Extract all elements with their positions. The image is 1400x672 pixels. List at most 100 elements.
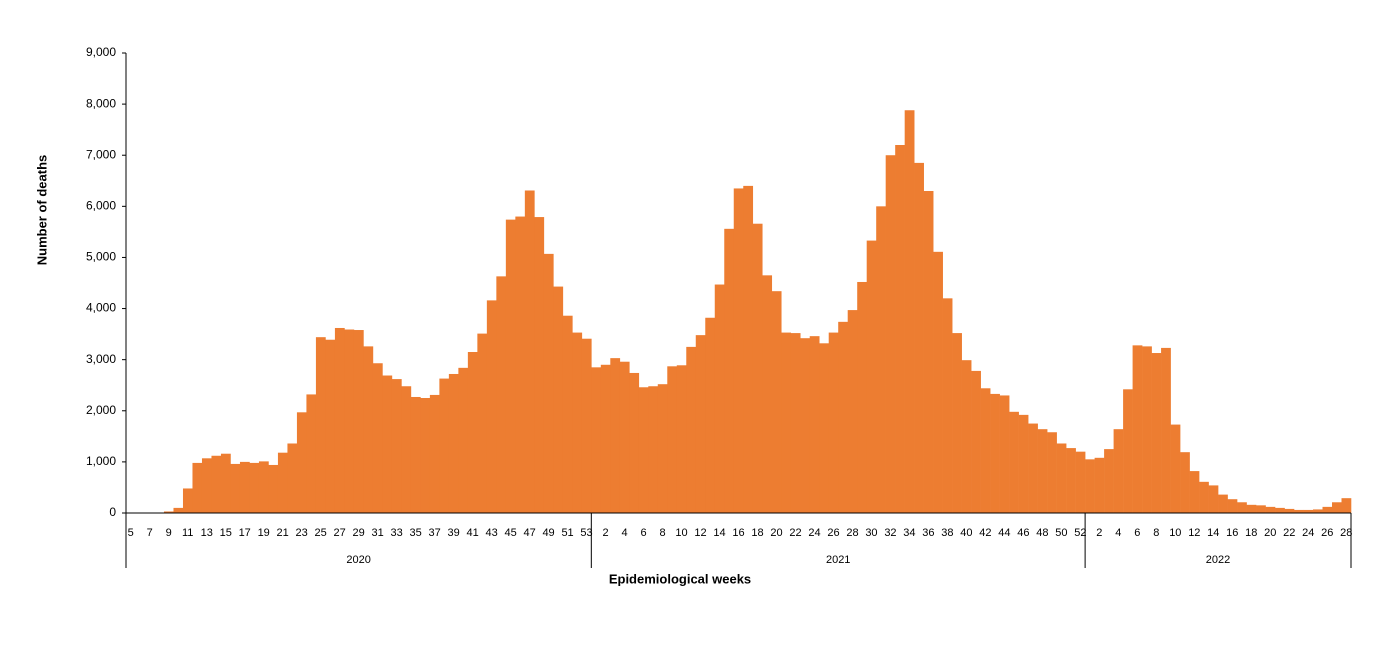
bar xyxy=(1246,504,1257,513)
bar xyxy=(1332,502,1342,513)
x-tick-label: 10 xyxy=(1169,527,1181,539)
bar xyxy=(182,488,193,513)
x-tick-label: 36 xyxy=(922,527,934,539)
bar xyxy=(1047,432,1057,513)
bar xyxy=(1075,451,1086,513)
x-tick-label: 45 xyxy=(504,527,516,539)
bar xyxy=(1094,457,1105,513)
group-label: 2021 xyxy=(826,554,850,566)
bar xyxy=(334,327,345,513)
bar xyxy=(800,338,811,513)
bar xyxy=(1199,481,1209,513)
bar xyxy=(534,217,545,514)
x-tick-label: 53 xyxy=(580,527,592,539)
bar xyxy=(363,346,374,513)
x-tick-label: 20 xyxy=(1264,527,1276,539)
x-tick-label: 28 xyxy=(846,527,858,539)
bar xyxy=(1028,423,1038,513)
bar xyxy=(1341,498,1352,513)
x-tick-label: 40 xyxy=(960,527,972,539)
bar xyxy=(809,336,820,513)
bar xyxy=(163,511,174,513)
x-tick-label: 24 xyxy=(808,527,820,539)
bar xyxy=(629,372,640,513)
bar xyxy=(325,339,336,513)
bar xyxy=(990,393,1000,513)
x-tick-label: 52 xyxy=(1074,527,1086,539)
bar xyxy=(838,321,849,513)
x-tick-label: 42 xyxy=(979,527,991,539)
bar xyxy=(819,343,830,513)
x-tick-label: 9 xyxy=(166,527,172,539)
bar xyxy=(315,337,326,513)
bar xyxy=(1104,449,1114,513)
bar xyxy=(714,284,725,513)
bar xyxy=(619,361,630,513)
bar xyxy=(724,228,735,514)
bar xyxy=(743,185,754,513)
bar xyxy=(1294,509,1304,513)
x-tick-label: 15 xyxy=(220,527,232,539)
x-tick-label: 8 xyxy=(659,527,665,539)
x-tick-label: 49 xyxy=(542,527,554,539)
x-tick-label: 34 xyxy=(903,527,915,539)
bar xyxy=(971,370,981,513)
bar xyxy=(353,330,364,513)
bar xyxy=(952,333,962,513)
bar xyxy=(638,387,649,513)
x-tick-label: 21 xyxy=(277,527,289,539)
x-tick-label: 30 xyxy=(865,527,877,539)
bar xyxy=(1056,443,1067,513)
bar xyxy=(1256,505,1266,513)
bar xyxy=(372,363,383,513)
bar xyxy=(648,386,659,513)
bar xyxy=(1237,502,1247,513)
bar xyxy=(961,360,972,513)
bar xyxy=(1275,507,1285,513)
bar xyxy=(562,315,573,513)
bar xyxy=(1170,424,1181,513)
x-tick-label: 20 xyxy=(770,527,782,539)
y-tick-label: 2,000 xyxy=(86,403,116,417)
x-tick-label: 2 xyxy=(602,527,608,539)
bar xyxy=(1142,346,1152,513)
bar xyxy=(1313,509,1323,513)
bar xyxy=(591,367,602,513)
bar xyxy=(923,191,934,513)
bar xyxy=(762,275,773,513)
bar xyxy=(885,155,896,513)
bar xyxy=(239,461,250,513)
bar xyxy=(391,379,402,513)
bar xyxy=(733,188,744,513)
x-tick-label: 8 xyxy=(1153,527,1159,539)
x-axis-title: Epidemiological weeks xyxy=(609,571,751,586)
bar xyxy=(448,373,459,513)
x-tick-label: 6 xyxy=(640,527,646,539)
bar xyxy=(543,253,554,513)
bar xyxy=(1151,353,1162,513)
x-tick-label: 11 xyxy=(182,527,193,539)
bar xyxy=(1189,471,1200,513)
bar xyxy=(1085,459,1095,513)
bar xyxy=(1227,499,1238,513)
bar xyxy=(1161,347,1171,513)
bar xyxy=(866,240,877,514)
x-tick-label: 29 xyxy=(353,527,365,539)
x-tick-label: 26 xyxy=(827,527,839,539)
x-tick-label: 12 xyxy=(694,527,706,539)
x-tick-label: 4 xyxy=(1115,527,1121,539)
bar xyxy=(1066,448,1076,513)
bar xyxy=(771,291,782,513)
x-tick-label: 6 xyxy=(1134,527,1140,539)
group-label: 2020 xyxy=(346,554,370,566)
bar xyxy=(876,206,886,514)
bar xyxy=(676,365,687,513)
y-tick-label: 6,000 xyxy=(86,199,116,213)
y-tick-label: 7,000 xyxy=(86,147,116,161)
group-label: 2022 xyxy=(1206,554,1230,566)
y-axis-title: Number of deaths xyxy=(34,155,49,266)
bar xyxy=(220,453,231,513)
x-tick-label: 10 xyxy=(675,527,687,539)
x-tick-label: 22 xyxy=(1283,527,1295,539)
bar xyxy=(296,412,307,513)
